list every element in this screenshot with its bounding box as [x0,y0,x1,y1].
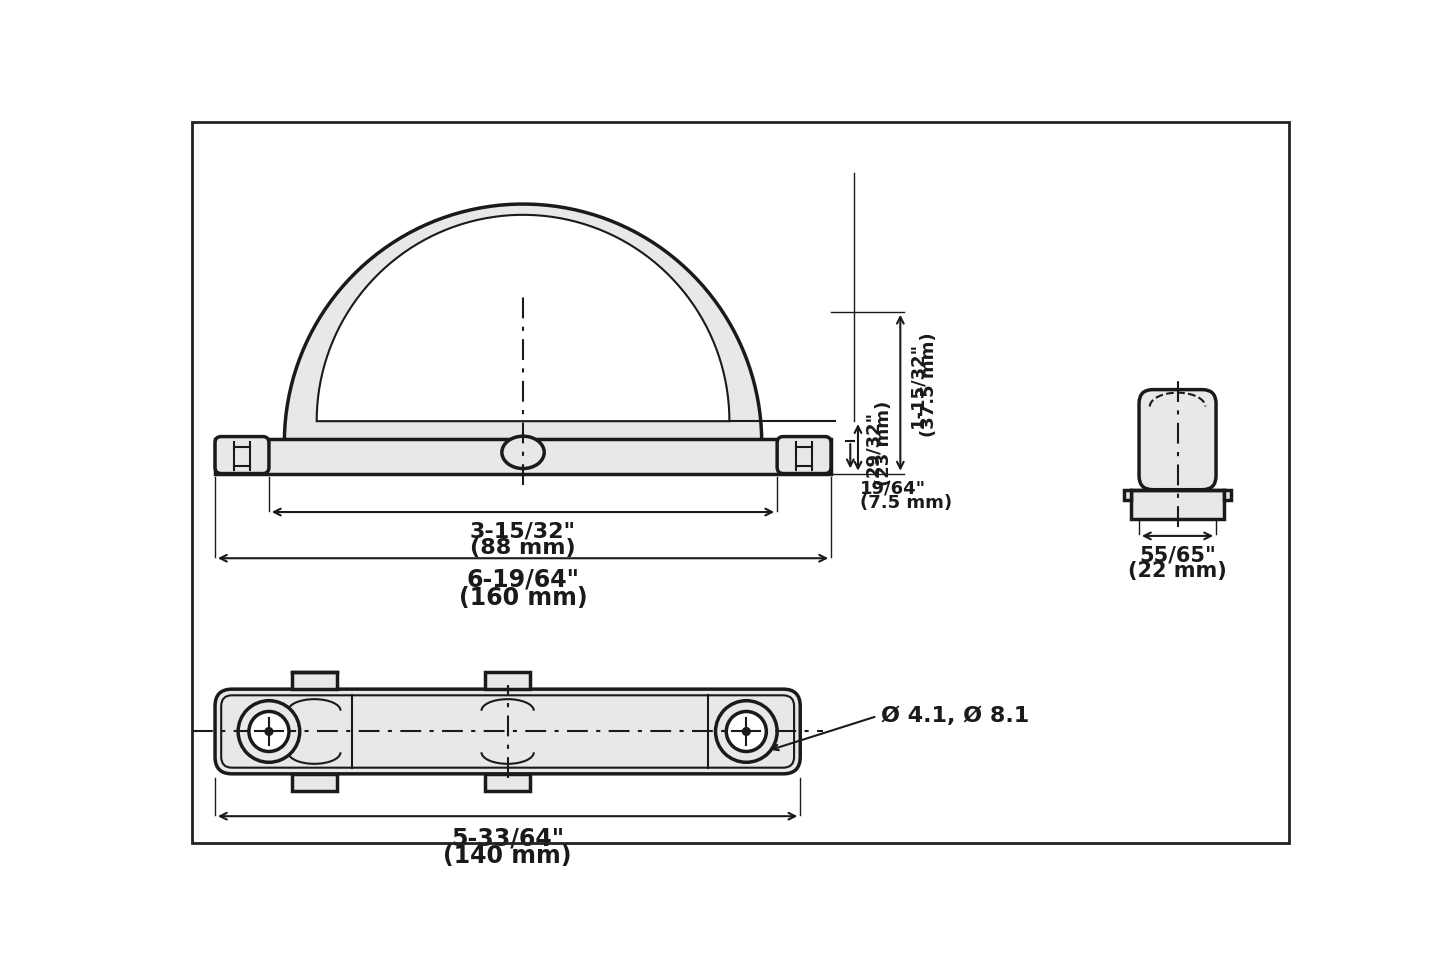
Text: (140 mm): (140 mm) [444,844,572,868]
Bar [486,773,530,791]
Bar [292,672,337,689]
Bar [1131,489,1224,519]
Text: 3-15/32": 3-15/32" [470,521,577,541]
Text: 5-33/64": 5-33/64" [451,827,564,851]
Bar [486,672,530,689]
Text: (23 mm): (23 mm) [874,401,893,487]
Text: 55/65": 55/65" [1139,545,1217,565]
Circle shape [249,711,289,751]
Circle shape [715,701,777,762]
Text: 6-19/64": 6-19/64" [467,568,579,592]
FancyBboxPatch shape [777,437,831,473]
Bar [292,773,337,791]
Circle shape [743,728,750,735]
FancyBboxPatch shape [221,695,795,768]
Text: (7.5 mm): (7.5 mm) [860,493,952,511]
Text: (37.5 mm): (37.5 mm) [920,333,938,437]
FancyBboxPatch shape [215,689,801,773]
Text: 19/64": 19/64" [860,480,926,498]
Polygon shape [316,215,730,422]
Ellipse shape [501,436,545,468]
Circle shape [264,728,273,735]
Text: (88 mm): (88 mm) [470,538,577,558]
Text: (160 mm): (160 mm) [458,586,587,610]
Text: 29/32": 29/32" [864,410,881,477]
Polygon shape [285,204,762,443]
Bar [1124,489,1131,501]
Circle shape [238,701,299,762]
Bar [1224,489,1231,501]
Text: 1-15/32": 1-15/32" [907,342,926,428]
Bar [215,439,831,473]
FancyBboxPatch shape [215,437,269,473]
Text: Ø 4.1, Ø 8.1: Ø 4.1, Ø 8.1 [881,706,1029,727]
Circle shape [727,711,766,751]
Text: (22 mm): (22 mm) [1129,560,1227,580]
FancyBboxPatch shape [1139,390,1217,489]
